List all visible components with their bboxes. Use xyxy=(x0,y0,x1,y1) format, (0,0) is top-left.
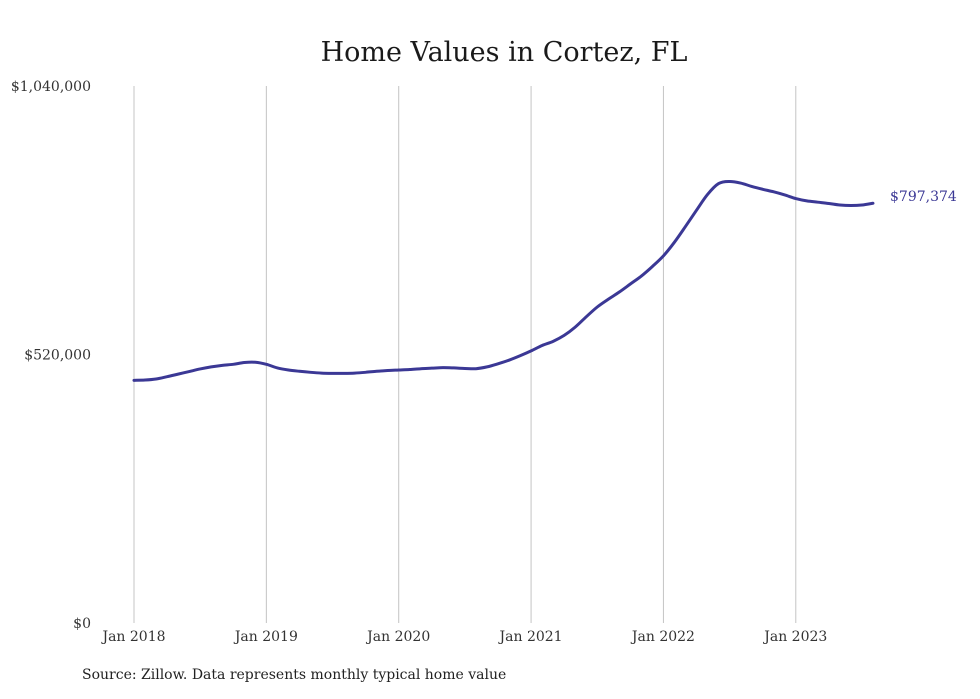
x-tick-label: Jan 2021 xyxy=(498,629,563,645)
y-tick-label: $1,040,000 xyxy=(11,79,91,95)
y-axis-tick-labels: $0 $520,000 $1,040,000 xyxy=(11,79,91,632)
vertical-gridlines xyxy=(133,86,797,623)
y-tick-label: $520,000 xyxy=(24,348,91,364)
x-tick-label: Jan 2022 xyxy=(630,629,695,645)
x-tick-label: Jan 2023 xyxy=(762,629,827,645)
series-layer xyxy=(132,180,875,382)
source-note: Source: Zillow. Data represents monthly … xyxy=(82,667,507,683)
x-tick-label: Jan 2018 xyxy=(100,629,165,645)
x-tick-label: Jan 2019 xyxy=(233,629,298,645)
x-axis-tick-labels: Jan 2018 Jan 2019 Jan 2020 Jan 2021 Jan 2022… xyxy=(100,629,827,645)
y-tick-label: $0 xyxy=(73,616,91,632)
series-line xyxy=(132,180,875,382)
end-value-label: $797,374 xyxy=(890,189,957,205)
x-tick-label: Jan 2020 xyxy=(365,629,430,645)
chart-title: Home Values in Cortez, FL xyxy=(321,37,688,68)
